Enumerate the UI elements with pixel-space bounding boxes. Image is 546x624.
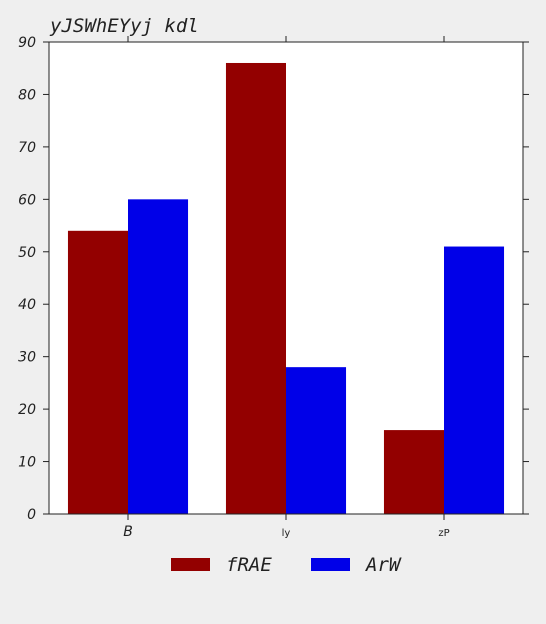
bar-fRAE-ly	[225, 62, 286, 514]
legend-label-ArW: ArW	[365, 554, 402, 576]
y-tick-label: 0	[27, 507, 36, 523]
axis-ticks: 0 10 20 30 40 50 60 70 80 90 B ly zP	[18, 35, 529, 540]
bar-fRAE-zP	[383, 430, 444, 514]
bar-ArW-B	[128, 199, 189, 515]
y-tick-label: 90	[18, 35, 36, 51]
x-tick-label: B	[123, 524, 133, 540]
chart-title: yJSWhEYyj kdl	[49, 15, 199, 37]
plot-frame	[48, 41, 524, 515]
bar-ArW-ly	[286, 367, 347, 514]
x-tick-label: ly	[282, 528, 291, 539]
y-tick-label: 10	[18, 455, 36, 471]
legend-label-fRAE: fRAE	[226, 554, 272, 576]
y-tick-label: 20	[18, 402, 36, 418]
y-tick-label: 30	[18, 350, 36, 366]
y-tick-label: 40	[18, 297, 36, 313]
x-tick-label: zP	[438, 528, 449, 539]
legend: fRAE ArW	[171, 554, 402, 576]
y-tick-label: 70	[18, 140, 36, 156]
legend-swatch-fRAE	[171, 558, 210, 571]
bar-ArW-zP	[444, 246, 505, 515]
y-tick-label: 80	[18, 87, 36, 103]
y-tick-label: 50	[18, 245, 36, 261]
bar-marks	[67, 62, 505, 515]
legend-swatch-ArW	[311, 558, 350, 571]
y-tick-label: 60	[18, 192, 36, 208]
bar-fRAE-B	[67, 230, 128, 515]
